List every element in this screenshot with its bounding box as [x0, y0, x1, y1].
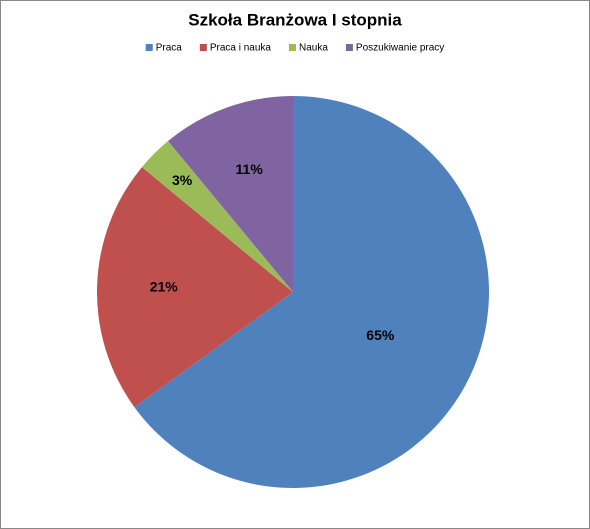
- pie-slice: [134, 96, 489, 488]
- legend-label: Nauka: [299, 43, 328, 54]
- data-label: 21%: [150, 279, 179, 295]
- legend-label: Praca i nauka: [210, 43, 272, 54]
- legend-swatch: [145, 44, 153, 51]
- data-label: 3%: [172, 172, 193, 188]
- legend-label: Praca: [156, 43, 183, 54]
- data-label: 11%: [236, 161, 264, 177]
- legend-swatch: [289, 44, 296, 51]
- pie-slice: [141, 140, 293, 292]
- legend-swatch: [199, 44, 207, 51]
- pie-slice: [96, 167, 293, 408]
- chart-title: Szkoła Branżowa I stopnia: [188, 10, 402, 29]
- legend-swatch: [345, 44, 353, 51]
- pie-slice: [168, 96, 293, 292]
- legend-label: Poszukiwanie pracy: [356, 43, 444, 54]
- data-label: 65%: [366, 327, 395, 343]
